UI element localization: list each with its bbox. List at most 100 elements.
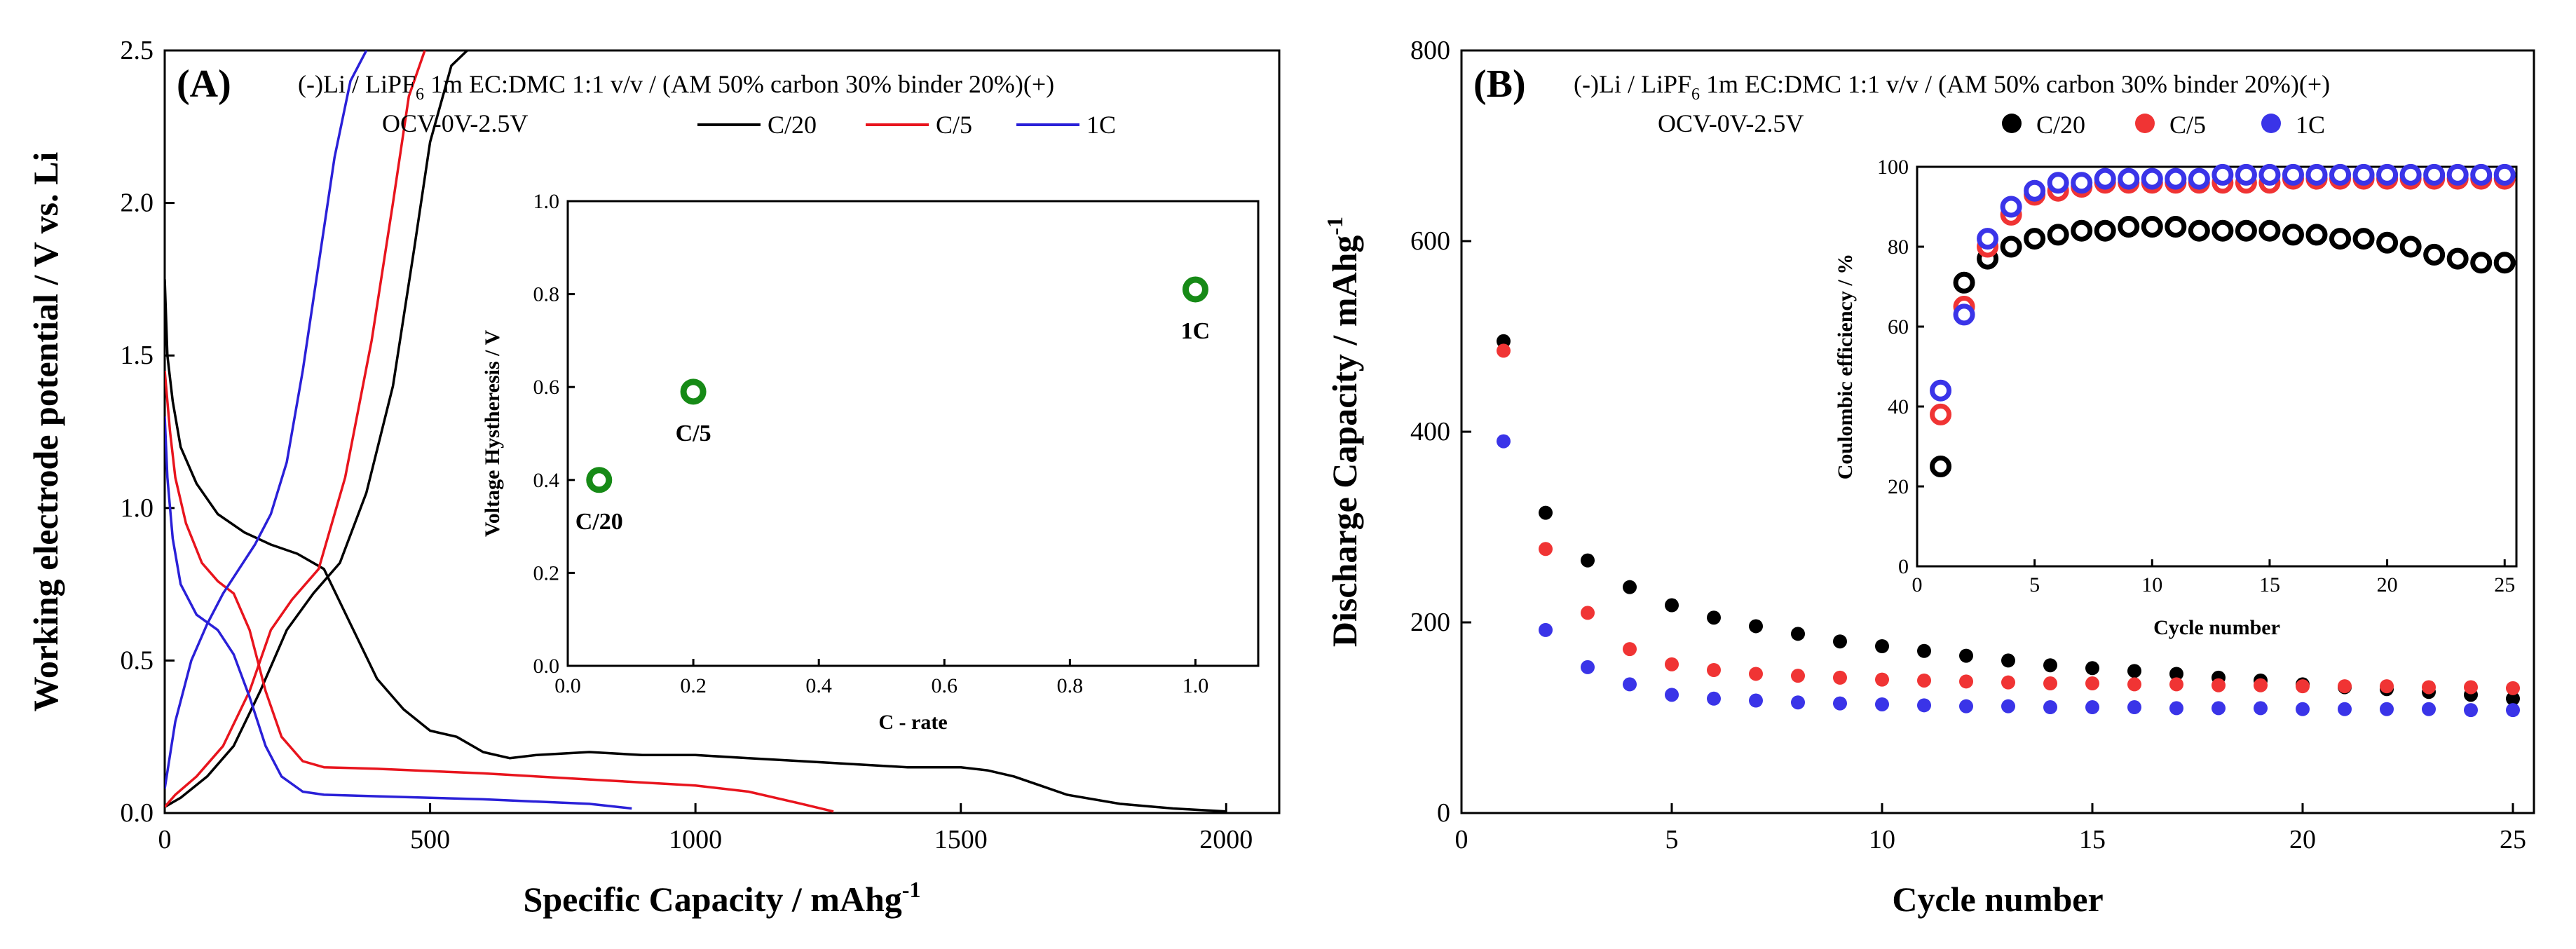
point-1C [2338, 702, 2352, 716]
panel-b-y-tick-label: 200 [1410, 608, 1450, 637]
point-C/20 [1539, 505, 1553, 520]
panel-b-x-tick-label: 20 [2289, 825, 2316, 854]
inset-point-1C [2235, 163, 2257, 186]
inset-point-C/20 [2024, 228, 2046, 250]
panel-b-y-tick-label: 0 [1437, 798, 1450, 828]
point-C/5 [1791, 669, 1805, 683]
point-C/5 [2338, 679, 2352, 694]
inset-point-1C [1953, 303, 1975, 326]
panel-b-voltage-window: OCV-0V-2.5V [1658, 109, 1804, 137]
point-C/20 [1707, 610, 1721, 625]
inset-point-C/20 [2047, 224, 2069, 246]
point-1C [2506, 703, 2520, 718]
panel-b-y-tick-label: 800 [1410, 36, 1450, 65]
panel-b-cell-description: (-)Li / LiPF6 1m EC:DMC 1:1 v/v / (AM 50… [1574, 70, 2330, 104]
inset-point-1C [2047, 172, 2069, 194]
panel-b-label: (B) [1473, 62, 1526, 106]
point-1C [1917, 698, 1931, 713]
panel-a-inset-y-tick-label: 0.8 [533, 283, 560, 306]
point-1C [2254, 701, 2268, 716]
inset-point-1C [2493, 163, 2516, 186]
point-1C [2169, 701, 2183, 716]
point-1C [1707, 691, 1721, 706]
panel-a-inset-x-tick-label: 0.2 [680, 674, 707, 697]
panel-b-inset-x-tick-label: 20 [2377, 573, 2398, 596]
legend-label-C/5: C/5 [936, 111, 972, 139]
panel-b-inset-y-axis-title: Coulombic efficiency / % [1834, 254, 1857, 479]
inset-point-1C [2118, 168, 2140, 190]
panel-a-inset-y-tick-label: 0.6 [533, 376, 560, 399]
inset-point-C/20 [2329, 228, 2352, 250]
series-line-C/20-charge [165, 50, 468, 808]
inset-point-label-1C: 1C [1181, 318, 1211, 344]
panel-a-inset-y-tick-label: 0.2 [533, 561, 560, 585]
panel-b-inset-y-tick-label: 100 [1877, 156, 1909, 179]
inset-point-label-C/5: C/5 [676, 421, 711, 446]
point-1C [1539, 622, 1553, 637]
point-C/20 [1665, 598, 1679, 613]
series-line-C/20-discharge [165, 279, 1227, 813]
panel-a-x-tick-label: 1000 [669, 825, 722, 854]
point-1C [1833, 696, 1847, 711]
inset-point-C/20 [2212, 219, 2234, 242]
inset-point-1C [2305, 163, 2328, 186]
point-C/5 [2464, 680, 2478, 695]
inset-point-1C [2000, 196, 2022, 218]
inset-point-C/20 [2423, 243, 2446, 266]
point-C/20 [1581, 553, 1595, 568]
point-C/20 [1917, 643, 1931, 658]
point-C/20 [1833, 634, 1847, 649]
panel-b-x-tick-label: 5 [1665, 825, 1679, 854]
inset-point-1C [2188, 168, 2210, 190]
point-C/5 [2001, 675, 2015, 690]
legend-swatch-C/20 [2002, 114, 2022, 133]
panel-a-x-tick-label: 0 [158, 825, 172, 854]
panel-b-inset-x-tick-label: 15 [2259, 573, 2280, 596]
inset-point-1C [1182, 276, 1208, 303]
inset-point-1C [1977, 228, 1999, 250]
panel-a-y-tick-label: 0.0 [121, 798, 154, 828]
inset-point-1C [2165, 168, 2187, 190]
point-C/20 [1875, 639, 1889, 653]
inset-point-1C [2399, 163, 2422, 186]
point-C/5 [1875, 672, 1889, 687]
inset-point-1C [2141, 168, 2163, 190]
series-line-C/5-discharge [165, 370, 834, 813]
point-C/20 [2001, 653, 2015, 668]
inset-point-1C [2094, 168, 2116, 190]
point-1C [2127, 700, 2141, 715]
panel-a-inset-frame [566, 200, 1260, 667]
panel-a-y-tick-label: 1.0 [121, 493, 154, 523]
point-1C [2296, 702, 2310, 716]
panel-a-inset-y-axis-title: Voltage Hystheresis / V [481, 330, 504, 538]
panel-a-cell-description: (-)Li / LiPF6 1m EC:DMC 1:1 v/v / (AM 50… [298, 70, 1054, 104]
series-line-1C-discharge [165, 416, 632, 810]
point-1C [1875, 697, 1889, 711]
legend-label-1C: 1C [1086, 111, 1116, 139]
panel-a-y-tick-label: 0.5 [121, 646, 154, 675]
point-1C [2085, 700, 2099, 715]
point-C/20 [2043, 658, 2057, 673]
point-C/5 [1497, 343, 1511, 358]
legend-swatch-C/5 [2135, 114, 2155, 133]
panel-a-inset-y-tick-label: 1.0 [533, 190, 560, 213]
inset-point-C/20 [2446, 247, 2469, 270]
inset-point-1C [2024, 179, 2046, 202]
panel-b-x-axis-title: Cycle number [1892, 880, 2103, 919]
legend-label-C/5: C/5 [2169, 111, 2206, 139]
inset-point-1C [2258, 163, 2281, 186]
point-C/20 [1791, 627, 1805, 641]
inset-point-C/5 [1930, 403, 1952, 425]
panel-b-x-tick-label: 25 [2500, 825, 2526, 854]
point-C/5 [2212, 678, 2226, 692]
panel-a-inset-x-tick-label: 0.8 [1057, 674, 1084, 697]
panel-b-inset-y-tick-label: 80 [1888, 235, 1909, 259]
inset-point-1C [2446, 163, 2469, 186]
inset-point-C/20 [2094, 219, 2116, 242]
panel-b-y-axis-title: Discharge Capacity / mAhg-1 [1322, 217, 1364, 647]
panel-b-x-tick-label: 0 [1455, 825, 1468, 854]
inset-point-C/20 [2305, 224, 2328, 246]
panel-b-x-tick-label: 15 [2079, 825, 2106, 854]
panel-b-inset-x-tick-label: 5 [2029, 573, 2040, 596]
